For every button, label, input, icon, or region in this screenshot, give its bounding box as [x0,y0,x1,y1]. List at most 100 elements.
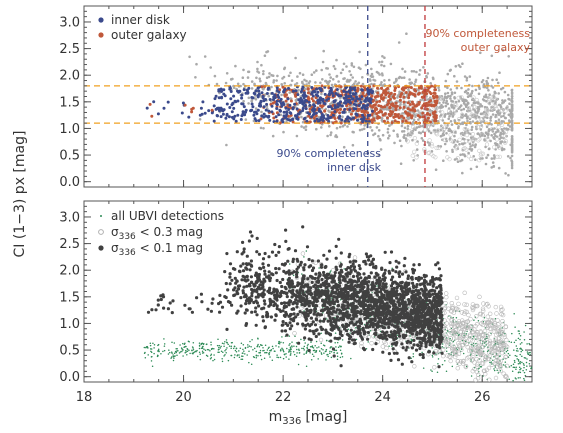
inner-point [305,119,309,123]
inner-point [268,98,272,101]
sigma03-point [469,348,474,353]
all-detection-point [320,332,322,335]
gray-point [446,86,449,90]
inner-point [216,114,219,118]
all-detection-point [217,351,219,353]
all-detection-point [223,345,225,347]
all-detection-point [444,360,446,362]
all-detection-point [227,343,229,346]
sigma01-point [434,263,438,267]
inner-point [234,119,238,123]
all-detection-point [261,344,263,347]
gray-point [377,129,381,132]
gray-point [334,134,338,137]
sigma03-point [444,291,449,296]
gray-point [476,106,480,109]
all-detection-point [445,370,448,373]
all-detection-point [510,341,513,343]
gray-point [247,70,250,74]
gray-open-point [439,96,444,102]
gray-point [232,86,236,89]
gray-point [489,139,492,143]
inner-point [220,96,224,100]
gray-open-point [470,132,476,137]
gray-point [408,81,412,85]
outer-point [272,116,276,120]
all-detection-point [186,348,188,350]
gray-point [470,92,474,95]
all-detection-point [296,352,298,354]
bright-point [207,109,211,113]
inner-point [327,97,331,101]
inner-point [254,89,258,93]
gray-point [377,153,381,157]
gray-point [497,166,501,170]
sigma03-point [449,321,454,326]
gray-point [406,124,410,128]
all-detection-point [289,343,291,345]
inner-point [347,120,351,124]
gray-point [445,126,448,130]
sigma01-point [314,317,318,321]
inner-point [355,97,359,101]
all-detection-point [486,335,488,338]
gray-point [469,136,473,139]
sigma03-point [444,343,450,348]
inner-point [231,101,235,105]
all-detection-point [313,349,316,351]
gray-point [407,117,410,121]
all-detection-point [528,362,531,365]
inner-point [342,89,346,93]
inner-point [368,113,372,117]
all-detection-point [335,346,337,348]
all-detection-point [513,313,515,315]
bright-point [203,111,207,115]
all-detection-point [291,341,293,343]
sigma03-point [484,333,489,338]
gray-point [279,113,283,117]
sigma03-point [449,318,454,323]
inner-point [275,89,279,92]
all-detection-point [325,318,328,320]
bright-point [156,112,160,116]
all-detection-point [516,358,518,360]
gray-point [283,82,287,85]
outer-point [359,84,363,88]
gray-point [265,76,269,79]
all-detection-point [233,356,236,359]
sigma03-point [470,302,476,307]
gray-open-point [474,97,479,103]
gray-open-point [455,156,460,161]
sigma03-point [495,364,500,370]
outer-point [339,121,343,125]
all-detection-point [303,310,305,312]
gray-open-point [460,112,465,117]
gray-point [443,142,447,146]
sigma03-point [489,322,495,327]
sigma01-point [334,256,338,260]
all-detection-point [526,365,528,367]
gray-point [444,92,447,95]
all-detection-point [219,347,222,349]
outer-point [382,119,386,123]
gray-point [301,120,305,124]
sigma01-point [389,330,393,334]
inner-point [230,115,234,119]
all-detection-point [181,350,183,353]
sigma03-point [480,344,486,350]
sigma03-point [471,353,476,358]
all-detection-point [225,341,228,343]
all-detection-point [452,316,454,319]
sigma01-point [249,275,253,279]
gray-point [400,117,403,120]
outer-point [377,110,381,114]
outer-point [409,86,413,90]
all-detection-point [200,342,203,345]
gray-point [312,71,316,74]
gray-point [393,141,396,145]
gray-point [429,82,433,85]
all-detection-point [519,377,521,379]
gray-point [489,116,492,120]
gray-point [450,123,454,126]
sigma03-point [470,357,475,362]
